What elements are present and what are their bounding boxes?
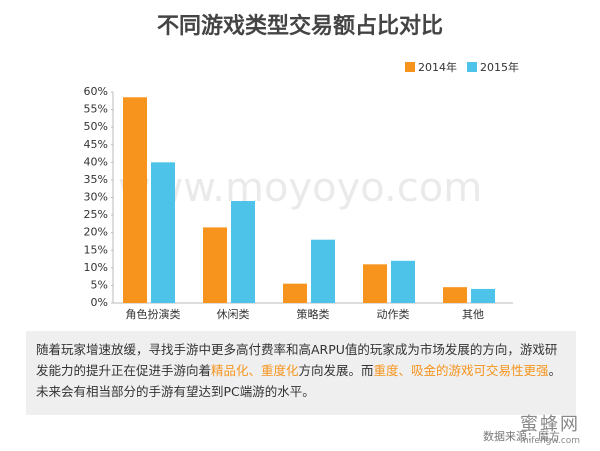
y-tick-label: 50% (84, 120, 108, 133)
legend-swatch (467, 62, 477, 72)
y-tick-label: 45% (84, 138, 108, 151)
y-tick-label: 40% (84, 155, 108, 168)
bar (311, 239, 335, 303)
x-tick-label: 休闲类 (217, 307, 250, 321)
x-tick-label: 策略类 (297, 307, 330, 321)
legend-swatch (405, 62, 415, 72)
logo-url: mifengw.com (519, 436, 580, 446)
description-text: 随着玩家增速放缓，寻找手游中更多高付费率和高ARPU值的玩家成为市场发展的方向，… (36, 342, 558, 378)
bar (231, 201, 255, 303)
x-tick-label: 角色扮演类 (126, 307, 181, 321)
bar (123, 97, 147, 304)
y-tick-label: 25% (84, 208, 108, 221)
description-text: 方向发展。而 (298, 363, 374, 378)
y-tick-label: 30% (84, 191, 108, 204)
bar (363, 264, 387, 303)
bar (443, 287, 467, 303)
y-tick-label: 5% (91, 278, 108, 291)
bar (283, 283, 307, 303)
description-text: 精品化、重度化 (211, 363, 299, 378)
logo: 蜜蜂网 mifengw.com (520, 410, 580, 446)
bar (203, 227, 227, 303)
description-text: 重度、吸金的游戏可交易性更强 (373, 363, 549, 378)
y-tick-label: 60% (84, 85, 108, 98)
y-tick-label: 15% (84, 243, 108, 256)
x-tick-label: 其他 (462, 308, 484, 321)
chart-title: 不同游戏类型交易额占比对比 (157, 13, 443, 39)
logo-name: 蜜蜂网 (519, 414, 580, 435)
source: 数据来源：魔方 (483, 430, 560, 443)
x-tick-label: 动作类 (377, 307, 410, 321)
bar (391, 260, 415, 303)
watermark: www.moyoyo.com (118, 165, 482, 211)
description-text: 。未来会有相当部分的手游有望达到PC端游的水平。 (36, 363, 562, 399)
description: 随着玩家增速放缓，寻找手游中更多高付费率和高ARPU值的玩家成为市场发展的方向，… (26, 331, 576, 415)
legend-label: 2014年 (418, 60, 457, 74)
y-tick-label: 35% (84, 173, 108, 186)
y-tick-label: 55% (84, 103, 108, 116)
y-tick-label: 10% (84, 261, 108, 274)
bar (471, 288, 495, 303)
bar (151, 162, 175, 303)
y-tick-label: 20% (84, 226, 108, 239)
y-tick-label: 0% (91, 296, 108, 309)
legend-label: 2015年 (480, 60, 519, 74)
chart: 不同游戏类型交易额占比对比 www.moyoyo.com 0% 5% 10% 15% 2… (84, 13, 519, 321)
